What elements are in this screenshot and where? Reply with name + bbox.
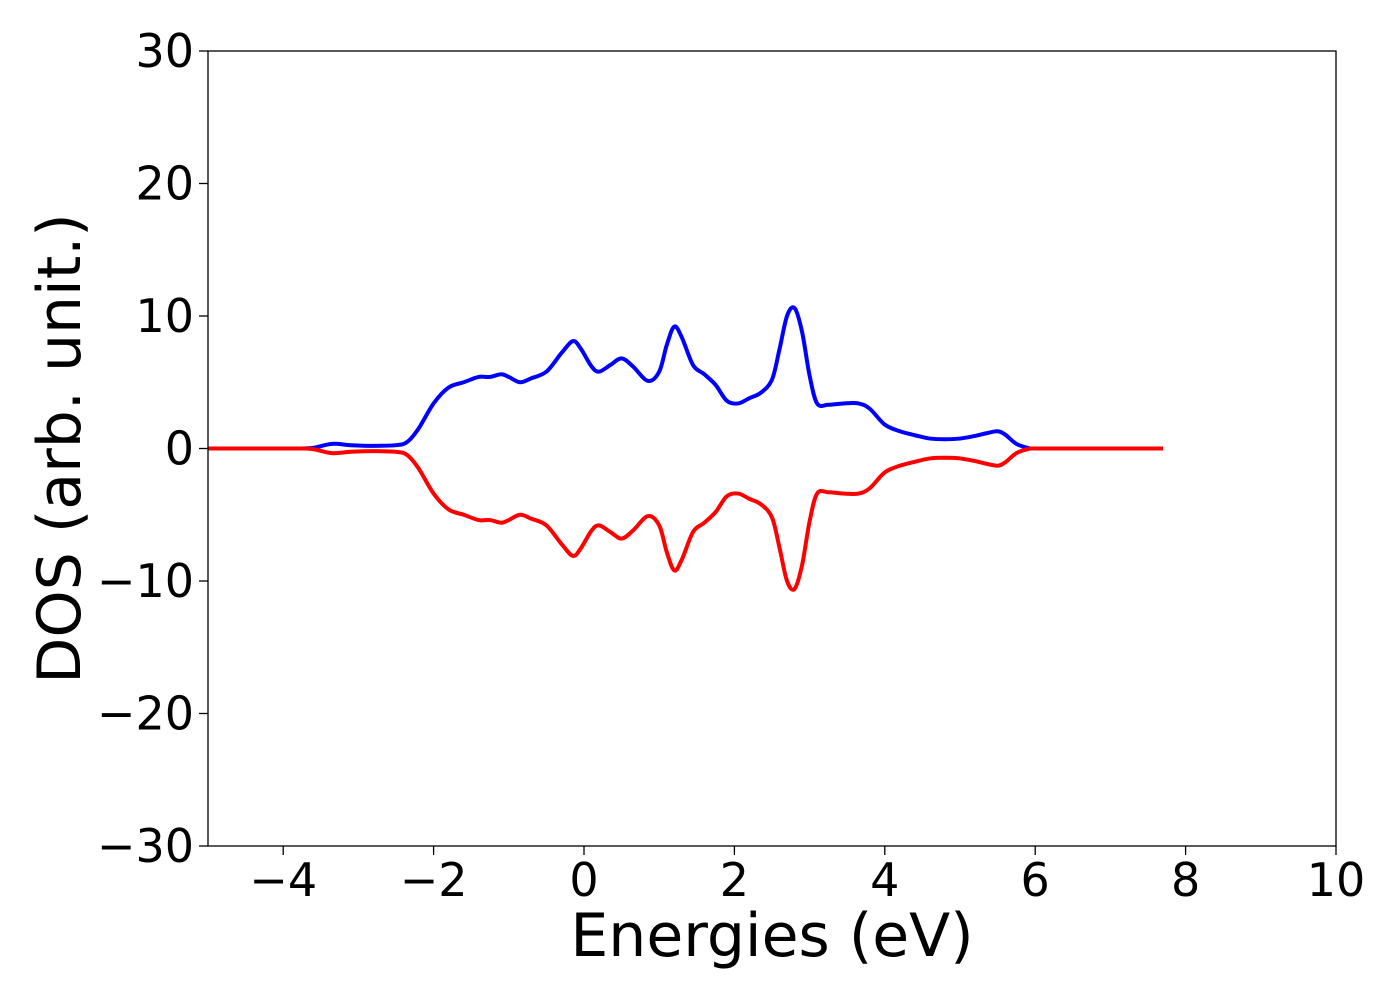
dos-series-line-spin-down — [208, 446, 1164, 592]
x-tick-label: 0 — [569, 853, 598, 907]
y-tick-label: −30 — [97, 819, 194, 873]
x-tick-label: 4 — [870, 853, 899, 907]
y-tick-label: −10 — [97, 554, 194, 608]
series-layer — [208, 305, 1164, 592]
y-tick-label: −20 — [97, 687, 194, 741]
x-axis-title: Energies (eV) — [570, 901, 973, 971]
dos-series-line-spin-up — [208, 305, 1164, 451]
x-tick-label: 2 — [720, 853, 749, 907]
x-tick-label: 10 — [1307, 853, 1366, 907]
y-axis-ticks: −30 −20 −10 0 10 20 30 — [97, 24, 208, 873]
y-tick-label: 0 — [165, 422, 194, 476]
x-tick-label: −2 — [400, 853, 468, 907]
plot-area-frame — [207, 50, 1337, 847]
y-axis-title: DOS (arb. unit.) — [25, 213, 95, 683]
x-tick-label: 8 — [1171, 853, 1200, 907]
y-tick-label: 10 — [135, 289, 194, 343]
x-axis-ticks: −4 −2 0 2 4 6 8 10 — [249, 846, 1365, 907]
y-tick-label: 30 — [135, 24, 194, 78]
x-tick-label: −4 — [249, 853, 317, 907]
x-tick-label: 6 — [1021, 853, 1050, 907]
y-tick-label: 20 — [135, 157, 194, 211]
